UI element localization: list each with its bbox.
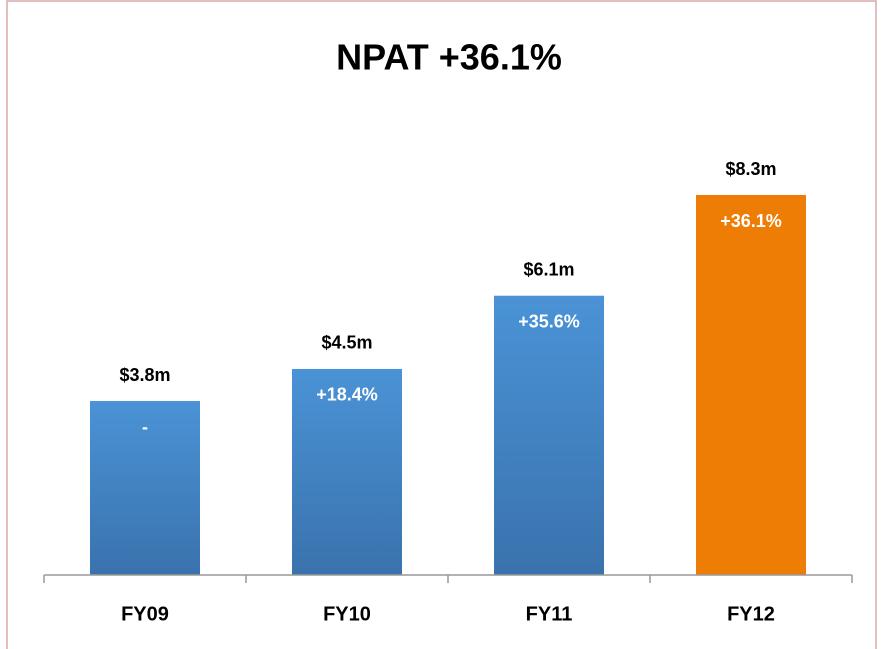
value-label: $3.8m (119, 365, 170, 385)
chart-title: NPAT +36.1% (336, 37, 562, 78)
x-tick-label: FY09 (121, 603, 169, 625)
value-label: $8.3m (725, 159, 776, 179)
growth-label: +36.1% (720, 211, 782, 231)
value-label: $4.5m (321, 333, 372, 353)
growth-label: +35.6% (518, 311, 580, 331)
x-tick-label: FY10 (323, 603, 371, 625)
x-tick-label: FY12 (727, 603, 775, 625)
x-tick-label: FY11 (526, 603, 573, 625)
value-label: $6.1m (523, 259, 574, 279)
bar (696, 195, 806, 575)
frame (6, 0, 877, 649)
bar (494, 295, 604, 575)
growth-label: +18.4% (316, 385, 378, 405)
bar (90, 401, 200, 575)
growth-label: - (142, 417, 148, 437)
bar (292, 368, 402, 575)
